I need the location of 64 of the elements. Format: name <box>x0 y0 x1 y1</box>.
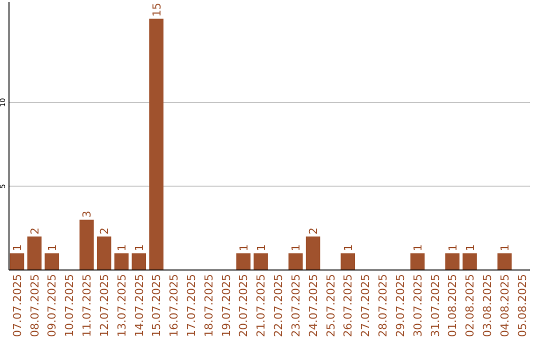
bar <box>10 253 24 270</box>
data-label: 1 <box>446 244 460 252</box>
x-tick-label: 13.07.2025 <box>115 274 128 337</box>
data-label: 1 <box>342 244 355 252</box>
x-tick-label: 26.07.2025 <box>342 274 355 337</box>
bar <box>236 253 251 270</box>
x-tick-label: 16.07.2025 <box>168 274 181 337</box>
x-tick-label: 25.07.2025 <box>324 274 338 337</box>
bar <box>114 253 129 270</box>
x-tick-label: 03.08.2025 <box>481 274 494 337</box>
data-label: 1 <box>412 244 425 252</box>
data-label: 1 <box>132 244 146 252</box>
x-tick-label: 12.07.2025 <box>98 274 111 337</box>
data-label: 1 <box>237 244 250 252</box>
bar <box>96 236 112 270</box>
x-tick-label: 15.07.2025 <box>150 274 164 337</box>
x-tick-label: 23.07.2025 <box>289 274 302 337</box>
data-label: 1 <box>11 244 24 252</box>
x-tick-label: 05.08.2025 <box>516 274 529 337</box>
bar <box>80 220 94 270</box>
x-tick-label: 07.07.2025 <box>10 274 24 337</box>
x-tick-label: 14.07.2025 <box>132 274 146 337</box>
x-tick-label: 29.07.2025 <box>394 274 407 337</box>
bar <box>497 253 512 270</box>
x-tick-label: 21.07.2025 <box>254 274 268 337</box>
bar <box>410 253 425 270</box>
bar <box>44 253 59 270</box>
x-tick-label: 27.07.2025 <box>359 274 372 337</box>
data-label: 1 <box>46 244 59 252</box>
x-tick-label: 08.07.2025 <box>28 274 42 337</box>
x-tick-label: 02.08.2025 <box>464 274 477 337</box>
bar <box>340 253 355 270</box>
x-tick-label: 04.08.2025 <box>498 274 512 337</box>
x-tick-label: 17.07.2025 <box>184 274 198 337</box>
data-label: 1 <box>254 244 268 252</box>
data-label: 1 <box>464 244 477 252</box>
x-tick-label: 20.07.2025 <box>237 274 250 337</box>
bar <box>306 236 320 270</box>
x-tick-label: 19.07.2025 <box>220 274 233 337</box>
data-label: 15 <box>150 2 164 17</box>
data-label: 2 <box>28 228 42 234</box>
x-tick-label: 11.07.2025 <box>80 274 94 337</box>
bar <box>288 253 303 270</box>
x-tick-label: 01.08.2025 <box>446 274 460 337</box>
bar <box>27 236 42 270</box>
bar <box>132 253 146 270</box>
x-tick-label: 09.07.2025 <box>46 274 59 337</box>
x-tick-label: 24.07.2025 <box>306 274 320 337</box>
x-tick-label: 18.07.2025 <box>202 274 216 337</box>
x-tick-label: 30.07.2025 <box>411 274 424 337</box>
x-tick-label: 31.07.2025 <box>428 274 442 337</box>
bar <box>254 253 268 270</box>
data-label: 2 <box>98 228 112 234</box>
data-label: 1 <box>115 244 128 252</box>
bar <box>149 18 164 270</box>
data-label: 1 <box>290 244 303 252</box>
bar <box>462 253 477 270</box>
bar <box>445 253 460 270</box>
data-label: 2 <box>307 228 320 234</box>
x-tick-label: 22.07.2025 <box>272 274 286 337</box>
data-label: 1 <box>498 244 512 252</box>
x-tick-label: 10.07.2025 <box>63 274 76 337</box>
x-tick-label: 28.07.2025 <box>376 274 390 337</box>
data-label: 3 <box>80 210 94 218</box>
